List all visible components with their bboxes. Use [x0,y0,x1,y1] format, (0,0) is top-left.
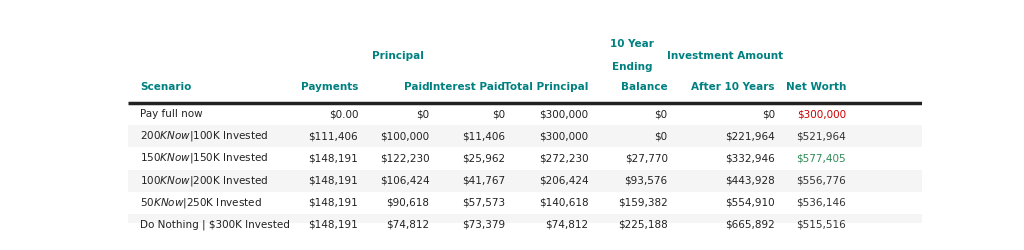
Text: $200K Now | $100K Invested: $200K Now | $100K Invested [140,129,268,143]
Text: $0: $0 [654,109,668,119]
Bar [128,214,922,236]
Text: 10 Year: 10 Year [610,39,654,49]
Text: $148,191: $148,191 [308,198,358,208]
Text: $521,964: $521,964 [797,131,846,141]
Text: $221,964: $221,964 [725,131,775,141]
Text: $106,424: $106,424 [380,176,430,186]
Text: $515,516: $515,516 [797,220,846,230]
Text: $148,191: $148,191 [308,176,358,186]
Text: $332,946: $332,946 [725,154,775,164]
Text: $0.00: $0.00 [329,109,358,119]
Text: $11,406: $11,406 [462,131,505,141]
Text: $90,618: $90,618 [387,198,430,208]
Text: $536,146: $536,146 [797,198,846,208]
Text: $25,962: $25,962 [462,154,505,164]
Bar [128,103,922,125]
Text: $577,405: $577,405 [797,154,846,164]
Text: $148,191: $148,191 [308,154,358,164]
Text: $225,188: $225,188 [617,220,668,230]
Text: After 10 Years: After 10 Years [691,82,775,92]
Text: $50K Now  | $250K Invested: $50K Now | $250K Invested [140,196,262,210]
Text: Principal: Principal [372,51,424,61]
Text: $122,230: $122,230 [380,154,430,164]
Text: Balance: Balance [621,82,668,92]
Bar [128,170,922,192]
Text: Total Principal: Total Principal [504,82,588,92]
Text: $300,000: $300,000 [797,109,846,119]
Text: $41,767: $41,767 [462,176,505,186]
Text: $93,576: $93,576 [625,176,668,186]
Text: $150K Now | $150K Invested: $150K Now | $150K Invested [140,152,268,166]
Text: $74,812: $74,812 [545,220,588,230]
Text: $206,424: $206,424 [539,176,588,186]
Text: $554,910: $554,910 [725,198,775,208]
Text: $665,892: $665,892 [725,220,775,230]
Text: $100,000: $100,000 [381,131,430,141]
Bar [128,125,922,148]
Text: $159,382: $159,382 [617,198,668,208]
Text: Interest Paid: Interest Paid [429,82,505,92]
Text: Net Worth: Net Worth [785,82,846,92]
Text: $556,776: $556,776 [797,176,846,186]
Text: $0: $0 [762,109,775,119]
Text: $73,379: $73,379 [462,220,505,230]
Text: $272,230: $272,230 [539,154,588,164]
Text: Payments: Payments [301,82,358,92]
Text: Do Nothing | $300K Invested: Do Nothing | $300K Invested [140,220,290,230]
Text: $111,406: $111,406 [308,131,358,141]
Text: $57,573: $57,573 [462,198,505,208]
Text: Investment Amount: Investment Amount [667,51,783,61]
Text: Paid: Paid [403,82,430,92]
Text: $443,928: $443,928 [725,176,775,186]
Text: $300,000: $300,000 [540,131,588,141]
Bar [128,148,922,170]
Text: Scenario: Scenario [140,82,191,92]
Text: $100K Now | $200K Invested: $100K Now | $200K Invested [140,174,268,188]
Text: $74,812: $74,812 [386,220,430,230]
Text: $0: $0 [492,109,505,119]
Text: $300,000: $300,000 [540,109,588,119]
Text: $148,191: $148,191 [308,220,358,230]
Text: $0: $0 [417,109,430,119]
Text: $27,770: $27,770 [625,154,668,164]
Text: Pay full now: Pay full now [140,109,203,119]
Bar [128,192,922,214]
Text: Ending: Ending [611,62,652,72]
Text: $0: $0 [654,131,668,141]
Text: $140,618: $140,618 [539,198,588,208]
